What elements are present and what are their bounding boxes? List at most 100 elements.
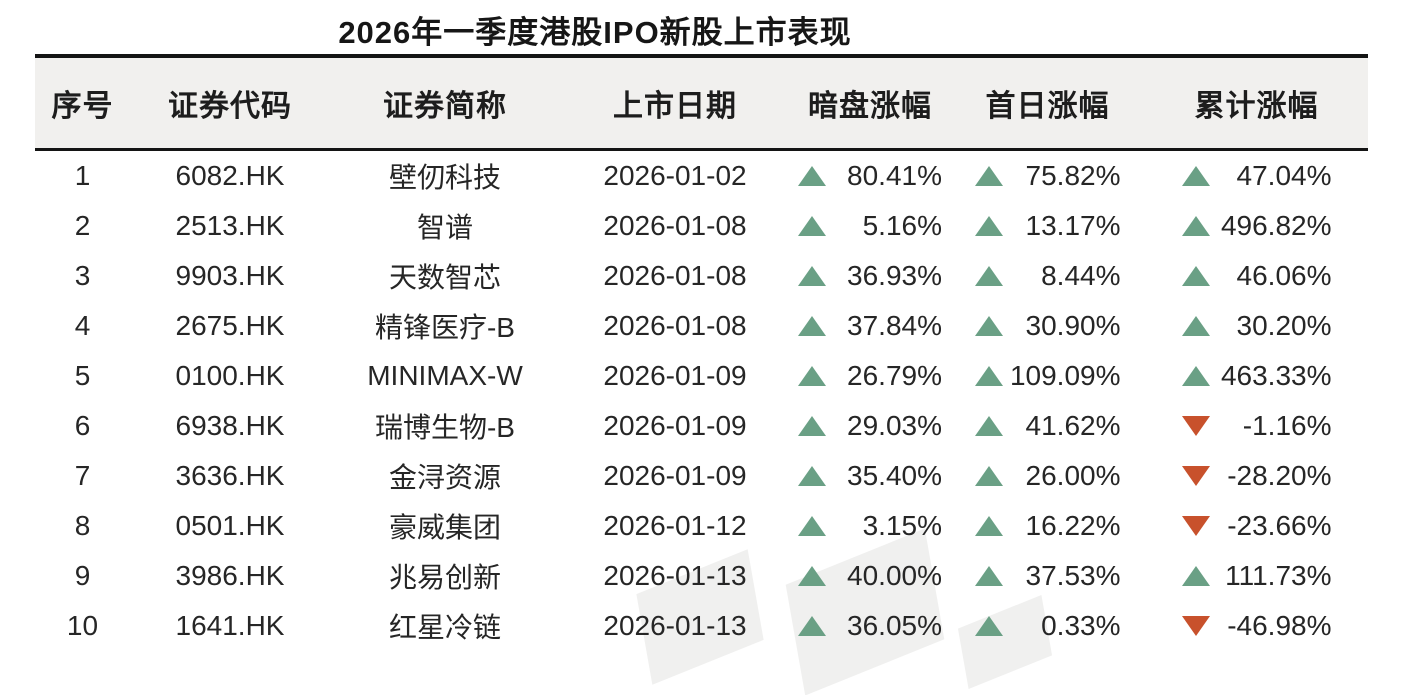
first-day-change-value: 109.09% [1009, 359, 1121, 391]
stock-name-cell: 智谱 [416, 212, 473, 243]
cumulative-change-value: -46.98% [1227, 609, 1332, 641]
up-triangle-icon [974, 415, 1003, 436]
dark-pool-change-value: 40.00% [847, 559, 942, 591]
listing-date-cell: 2026-01-08 [603, 310, 747, 341]
up-triangle-icon [798, 315, 826, 336]
up-triangle-icon [798, 215, 826, 236]
table-row: 8 0501.HK 豪威集团 2026-01-12 3.15% 16.22% -… [35, 501, 1368, 551]
up-triangle-icon [798, 465, 826, 486]
listing-date-cell: 2026-01-08 [603, 210, 747, 241]
first-day-change-cell: 109.09% [950, 351, 1145, 401]
table-header: 序号 证券代码 证券简称 上市日期 暗盘涨幅 首日涨幅 累计涨幅 [35, 56, 1368, 150]
listing-date-cell: 2026-01-12 [603, 510, 747, 541]
down-triangle-icon [1181, 415, 1210, 436]
first-day-change-cell: 13.17% [950, 201, 1145, 251]
listing-date-cell: 2026-01-09 [603, 410, 747, 441]
row-index-cell: 3 [74, 260, 91, 291]
row-index-cell: 2 [74, 210, 91, 241]
row-index-cell: 6 [74, 410, 91, 441]
stock-code-cell: 2675.HK [175, 310, 285, 341]
dark-pool-change-value: 3.15% [862, 509, 942, 541]
dark-pool-change-value: 26.79% [847, 359, 942, 391]
cumulative-change-cell: 47.04% [1145, 150, 1368, 202]
table-row: 2 2513.HK 智谱 2026-01-08 5.16% 13.17% 496… [35, 201, 1368, 251]
stock-name-cell: 精锋医疗-B [374, 312, 515, 343]
stock-code-cell: 0501.HK [175, 510, 285, 541]
cumulative-change-cell: -23.66% [1145, 501, 1368, 551]
first-day-change-cell: 26.00% [950, 451, 1145, 501]
cumulative-change-cell: 496.82% [1145, 201, 1368, 251]
row-index-cell: 4 [74, 310, 91, 341]
cumulative-change-value: 46.06% [1236, 259, 1332, 291]
first-day-change-value: 37.53% [1025, 559, 1121, 591]
dark-pool-change-value: 5.16% [862, 209, 942, 241]
cumulative-change-value: 111.73% [1225, 559, 1332, 591]
up-triangle-icon [798, 165, 826, 186]
up-triangle-icon [798, 515, 826, 536]
cumulative-change-value: -28.20% [1227, 459, 1332, 491]
table-row: 6 6938.HK 瑞博生物-B 2026-01-09 29.03% 41.62… [35, 401, 1368, 451]
dark-pool-change-cell: 36.05% [790, 601, 950, 651]
first-day-change-cell: 0.33% [950, 601, 1145, 651]
down-triangle-icon [1181, 615, 1210, 636]
table-header-row: 序号 证券代码 证券简称 上市日期 暗盘涨幅 首日涨幅 累计涨幅 [35, 56, 1368, 150]
col-stock-name: 证券简称 [383, 90, 507, 123]
col-index: 序号 [51, 90, 114, 123]
first-day-change-cell: 8.44% [950, 251, 1145, 301]
cumulative-change-value: 496.82% [1220, 209, 1332, 241]
first-day-change-value: 41.62% [1025, 409, 1121, 441]
first-day-change-value: 13.17% [1025, 209, 1121, 241]
stock-name-cell: 天数智芯 [388, 262, 501, 293]
cumulative-change-cell: 463.33% [1145, 351, 1368, 401]
listing-date-cell: 2026-01-08 [603, 260, 747, 291]
stock-name-cell: 壁仞科技 [388, 162, 501, 193]
first-day-change-cell: 75.82% [950, 150, 1145, 202]
dark-pool-change-value: 29.03% [847, 409, 942, 441]
first-day-change-value: 16.22% [1025, 509, 1121, 541]
table-row: 7 3636.HK 金浔资源 2026-01-09 35.40% 26.00% … [35, 451, 1368, 501]
up-triangle-icon [974, 165, 1003, 186]
first-day-change-cell: 16.22% [950, 501, 1145, 551]
cumulative-change-cell: -1.16% [1145, 401, 1368, 451]
dark-pool-change-cell: 3.15% [790, 501, 950, 551]
up-triangle-icon [1181, 165, 1210, 186]
up-triangle-icon [974, 215, 1003, 236]
page-title: 2026年一季度港股IPO新股上市表现 [338, 15, 852, 50]
up-triangle-icon [974, 265, 1003, 286]
table-row: 4 2675.HK 精锋医疗-B 2026-01-08 37.84% 30.90… [35, 301, 1368, 351]
up-triangle-icon [1181, 215, 1210, 236]
dark-pool-change-cell: 40.00% [790, 551, 950, 601]
cumulative-change-cell: 46.06% [1145, 251, 1368, 301]
cumulative-change-value: 47.04% [1236, 159, 1332, 191]
stock-name-cell: 金浔资源 [388, 462, 501, 493]
up-triangle-icon [1181, 565, 1210, 586]
table-row: 3 9903.HK 天数智芯 2026-01-08 36.93% 8.44% 4… [35, 251, 1368, 301]
cumulative-change-cell: 30.20% [1145, 301, 1368, 351]
first-day-change-cell: 41.62% [950, 401, 1145, 451]
first-day-change-cell: 30.90% [950, 301, 1145, 351]
down-triangle-icon [1181, 515, 1210, 536]
row-index-cell: 9 [74, 560, 91, 591]
listing-date-cell: 2026-01-13 [603, 610, 747, 641]
up-triangle-icon [974, 615, 1003, 636]
table-row: 9 3986.HK 兆易创新 2026-01-13 40.00% 37.53% … [35, 551, 1368, 601]
col-stock-code: 证券代码 [168, 90, 292, 123]
row-index-cell: 8 [74, 510, 91, 541]
table-body: 1 6082.HK 壁仞科技 2026-01-02 80.41% 75.82% … [35, 150, 1368, 652]
down-triangle-icon [1181, 465, 1210, 486]
dark-pool-change-cell: 26.79% [790, 351, 950, 401]
dark-pool-change-cell: 29.03% [790, 401, 950, 451]
up-triangle-icon [1181, 265, 1210, 286]
table-row: 5 0100.HK MINIMAX-W 2026-01-09 26.79% 10… [35, 351, 1368, 401]
stock-name-cell: 瑞博生物-B [374, 412, 515, 443]
first-day-change-value: 75.82% [1025, 159, 1121, 191]
dark-pool-change-value: 35.40% [847, 459, 942, 491]
dark-pool-change-cell: 35.40% [790, 451, 950, 501]
stock-code-cell: 6082.HK [175, 160, 285, 191]
dark-pool-change-value: 37.84% [847, 309, 942, 341]
cumulative-change-value: 30.20% [1236, 309, 1332, 341]
up-triangle-icon [798, 365, 826, 386]
listing-date-cell: 2026-01-13 [603, 560, 747, 591]
up-triangle-icon [1181, 365, 1210, 386]
dark-pool-change-value: 36.93% [847, 259, 942, 291]
